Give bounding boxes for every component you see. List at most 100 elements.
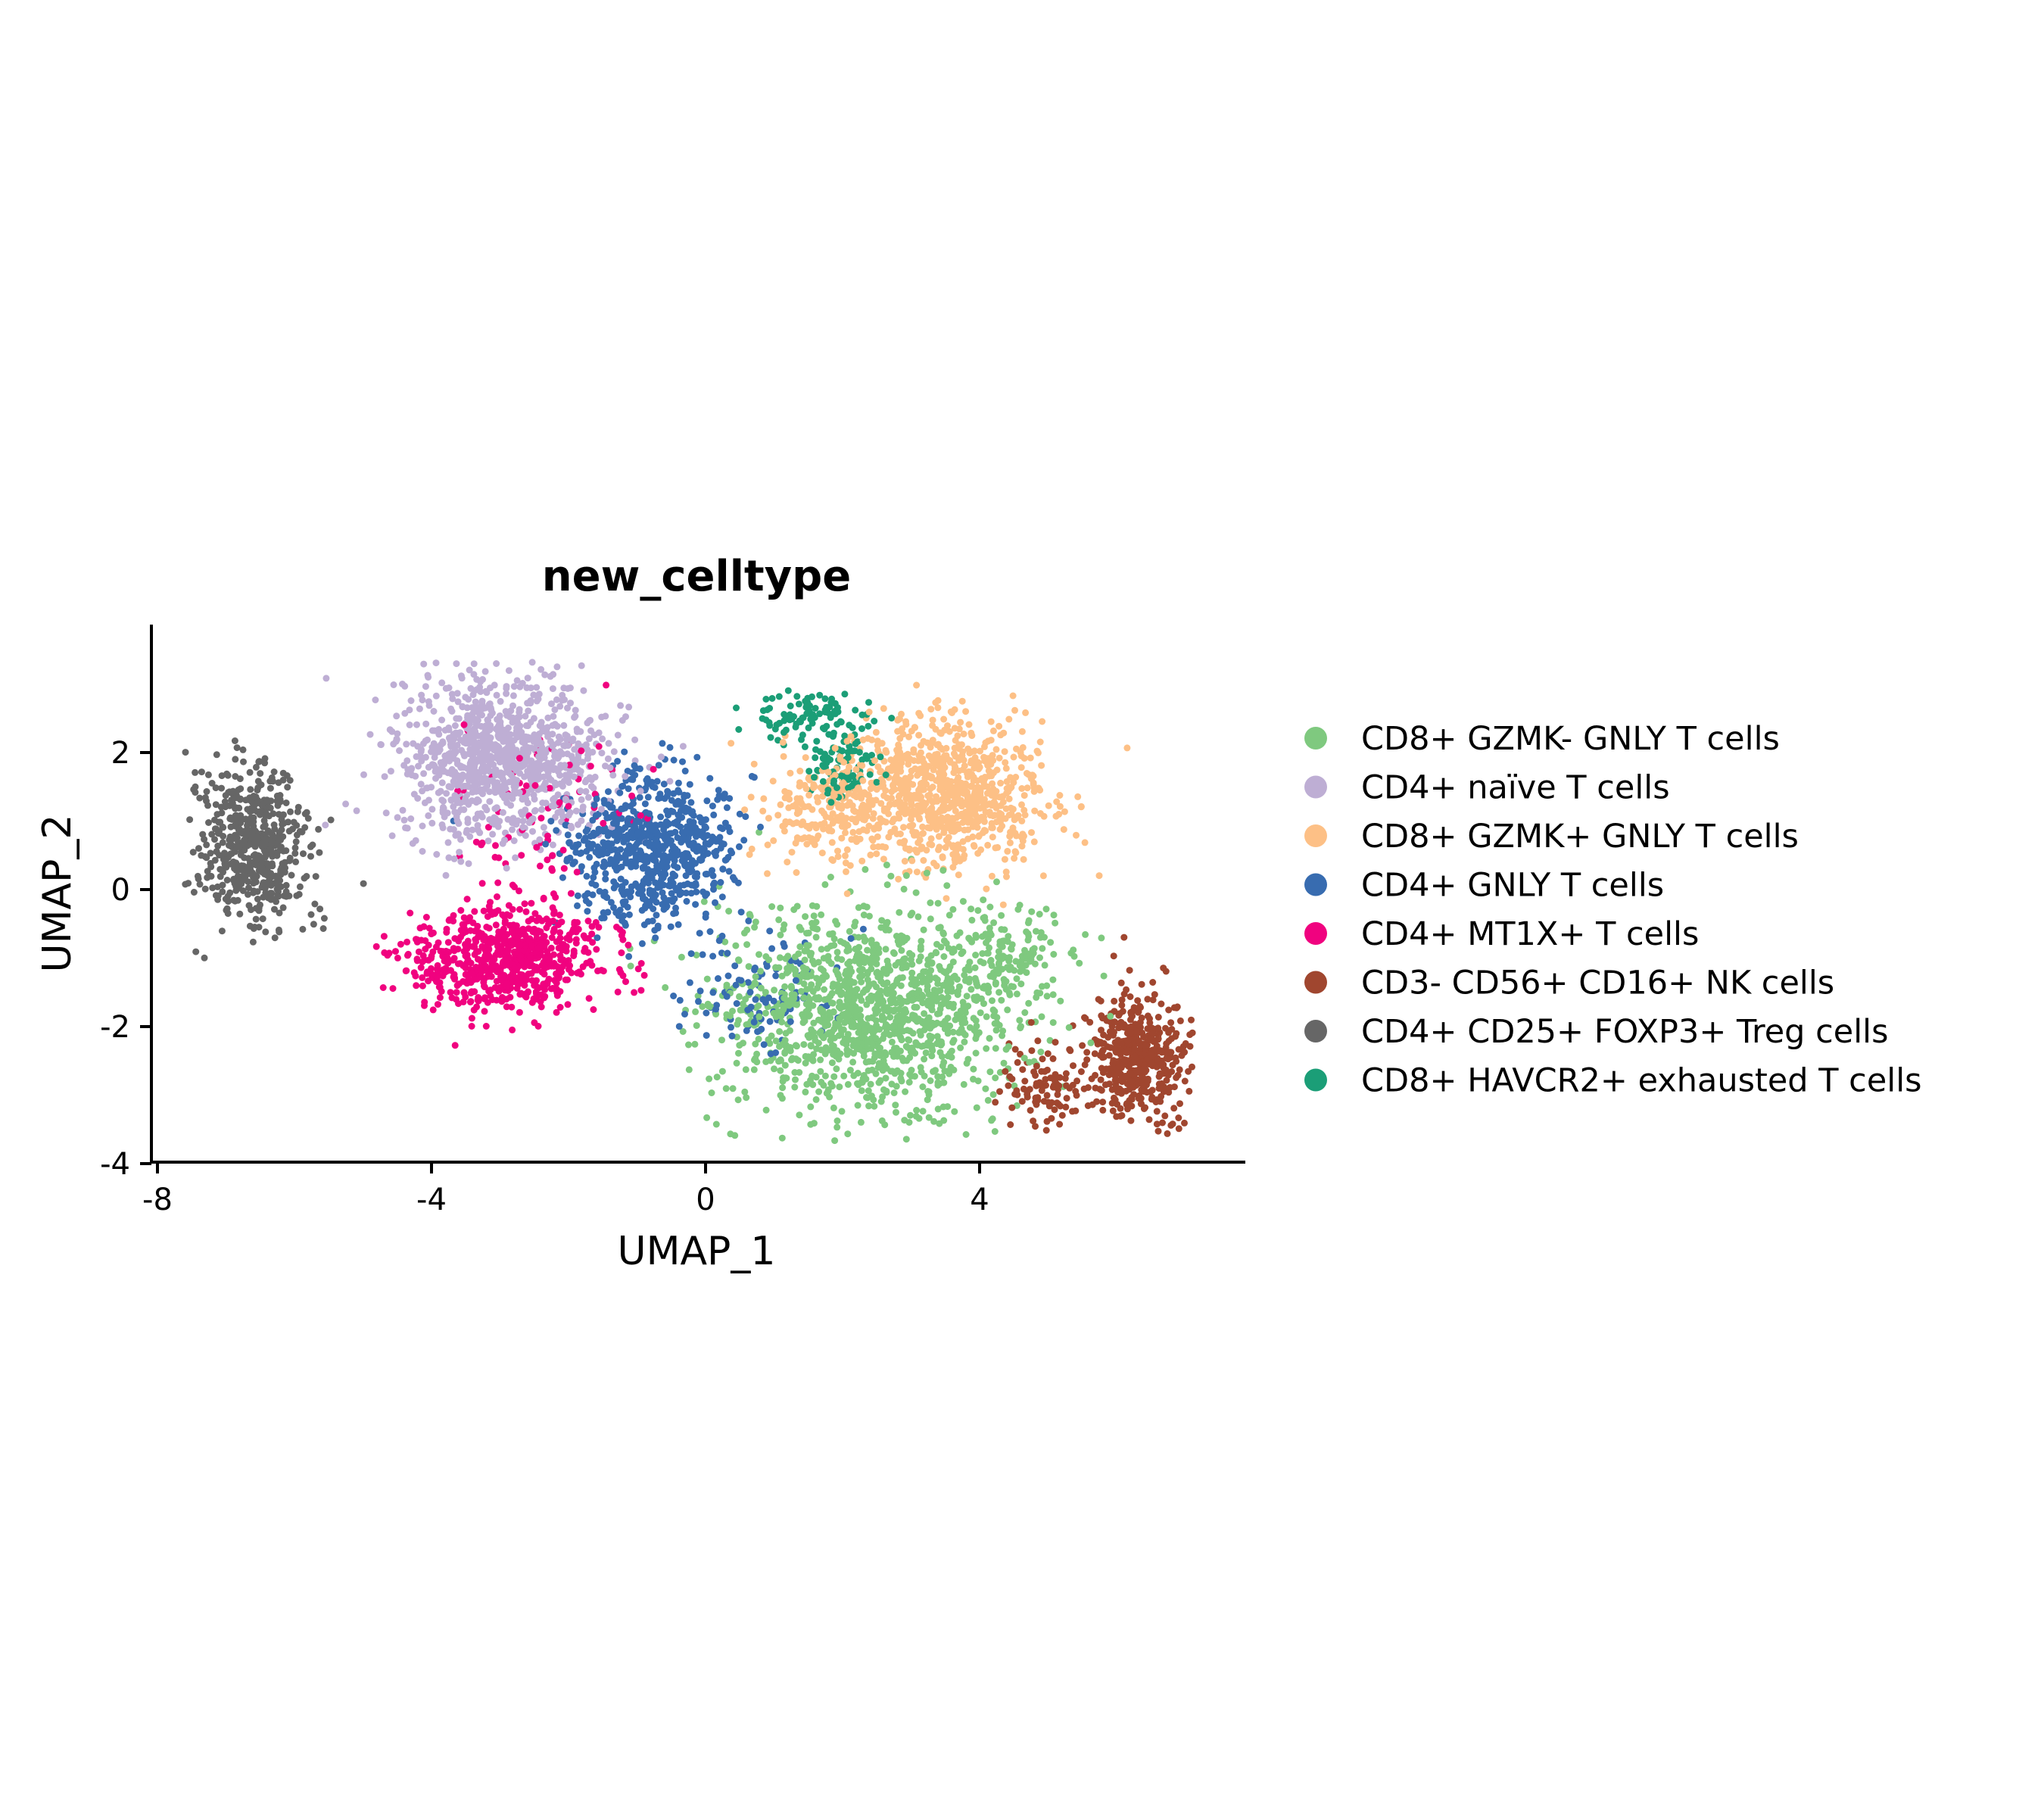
cell-point — [827, 699, 835, 706]
cell-point — [907, 1111, 914, 1119]
cell-point — [1167, 1019, 1175, 1027]
cell-point — [211, 836, 218, 843]
cell-point — [737, 1006, 744, 1014]
cell-point — [1108, 1099, 1116, 1107]
cell-point — [939, 854, 946, 862]
cell-point — [920, 926, 927, 933]
cell-point — [873, 969, 880, 977]
cell-point — [706, 1075, 713, 1083]
cell-point — [1042, 1076, 1049, 1083]
cell-point — [1154, 1055, 1161, 1062]
cell-point — [652, 934, 659, 942]
cell-point — [984, 1096, 992, 1104]
cell-point — [503, 865, 510, 872]
cell-point — [622, 978, 629, 986]
cell-point — [795, 700, 802, 708]
cell-point — [1144, 996, 1151, 1003]
cell-point — [826, 930, 833, 938]
cell-point — [740, 837, 748, 844]
cell-point — [488, 709, 496, 717]
cell-point — [865, 792, 873, 799]
cell-point — [521, 900, 528, 908]
cell-point — [468, 1014, 475, 1022]
cell-point — [865, 955, 873, 963]
cell-point — [913, 1107, 921, 1114]
cell-point — [647, 821, 654, 828]
cell-point — [921, 1055, 928, 1063]
cell-point — [762, 1106, 770, 1114]
cell-point — [494, 728, 502, 736]
cell-point — [1162, 1024, 1169, 1032]
cell-point — [572, 706, 579, 714]
cell-point — [983, 1045, 990, 1052]
cell-point — [286, 854, 294, 862]
cell-point — [549, 852, 556, 859]
cell-point — [226, 802, 233, 809]
cell-point — [996, 941, 1004, 949]
cell-point — [972, 1049, 980, 1057]
cell-point — [583, 872, 590, 880]
cell-point — [993, 1014, 1001, 1021]
cell-point — [259, 801, 266, 809]
cell-point — [980, 814, 987, 821]
cell-point — [279, 833, 287, 840]
cell-point — [679, 1028, 687, 1035]
cell-point — [602, 712, 609, 720]
cell-point — [996, 754, 1003, 762]
cell-point — [840, 787, 847, 793]
cell-point — [472, 838, 480, 846]
cell-point — [1049, 1019, 1057, 1027]
cell-point — [1033, 989, 1041, 996]
cell-point — [572, 940, 580, 947]
cell-point — [838, 1108, 846, 1115]
cell-point — [432, 943, 440, 951]
cell-point — [983, 1013, 990, 1021]
cell-point — [828, 856, 836, 863]
cell-point — [736, 810, 743, 818]
cell-point — [588, 776, 595, 784]
cell-point — [422, 683, 429, 690]
cell-point — [865, 1102, 873, 1110]
cell-point — [935, 833, 943, 840]
cell-point — [967, 986, 975, 993]
cell-point — [1123, 1049, 1130, 1056]
cell-point — [528, 942, 535, 949]
cell-point — [512, 854, 519, 862]
cell-point — [1093, 1098, 1101, 1105]
cell-point — [871, 1102, 878, 1110]
cell-point — [544, 733, 552, 740]
cell-point — [522, 908, 530, 915]
cell-point — [870, 843, 877, 851]
cell-point — [542, 840, 550, 848]
cell-point — [218, 809, 226, 817]
cell-point — [205, 819, 212, 826]
cell-point — [962, 708, 970, 715]
cell-point — [316, 905, 324, 913]
cell-point — [747, 793, 755, 801]
cell-point — [998, 912, 1005, 919]
cell-point — [319, 925, 327, 932]
cell-point — [998, 996, 1005, 1004]
cell-point — [471, 908, 478, 915]
cell-point — [681, 881, 687, 889]
cell-point — [793, 693, 801, 700]
cell-point — [533, 684, 541, 691]
cell-point — [525, 707, 532, 715]
cell-point — [724, 972, 732, 980]
cell-point — [1001, 926, 1008, 933]
cell-point — [1019, 1066, 1027, 1074]
cell-point — [762, 1058, 770, 1065]
cell-point — [481, 731, 488, 739]
cell-point — [815, 1016, 822, 1024]
cell-point — [687, 799, 695, 806]
cell-point — [989, 997, 996, 1005]
cell-point — [524, 799, 531, 807]
cell-point — [509, 1026, 516, 1033]
cell-point — [865, 734, 871, 742]
cell-point — [983, 885, 990, 893]
cell-point — [537, 815, 545, 822]
cell-point — [388, 832, 396, 840]
cell-point — [529, 827, 536, 835]
cell-point — [1173, 1074, 1180, 1081]
cell-point — [880, 818, 887, 824]
